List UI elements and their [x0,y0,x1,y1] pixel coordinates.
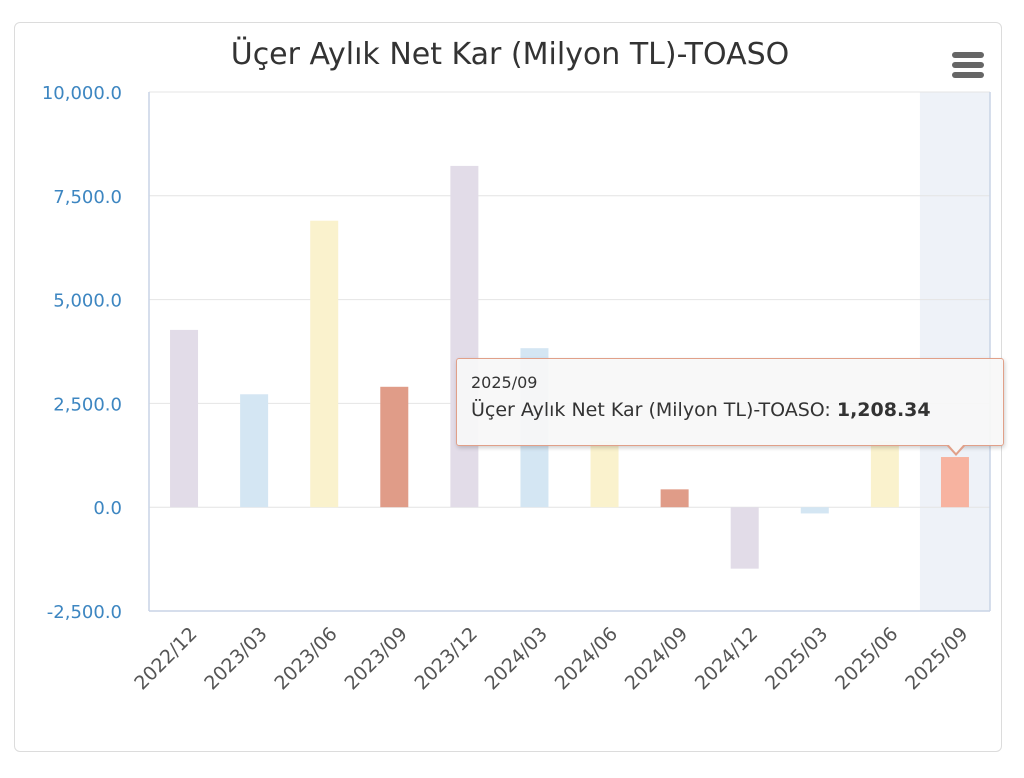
y-tick-label: 5,000.0 [53,291,122,312]
bar-2023/09 [380,386,409,508]
bar-2023/03 [240,394,269,508]
x-tick-label: 2023/12 [411,623,482,694]
x-tick-label: 2024/09 [621,623,692,694]
bar-2023/12 [450,165,479,508]
x-tick-label: 2022/12 [130,623,201,694]
tooltip-series-label: Üçer Aylık Net Kar (Milyon TL)-TOASO: [471,399,837,421]
bar-2025/06 [870,440,899,508]
tooltip-value: 1,208.34 [836,399,931,421]
y-tick-label: 10,000.0 [42,83,122,104]
y-tick-label: 2,500.0 [53,394,122,415]
tooltip-category: 2025/09 [471,373,538,392]
x-tick-label: 2023/06 [270,623,341,694]
bar-2022/12 [170,329,199,508]
x-tick-label: 2025/09 [901,623,972,694]
hamburger-menu-icon[interactable] [952,52,984,78]
x-tick-label: 2024/12 [691,623,762,694]
bar-2025/03 [800,507,829,514]
chart-title: Üçer Aylık Net Kar (Milyon TL)-TOASO [231,36,790,72]
x-tick-label: 2023/09 [340,623,411,694]
bar-2024/09 [660,489,689,508]
y-tick-label: 0.0 [93,498,122,519]
highlight-band [919,92,990,611]
y-tick-label: -2,500.0 [47,602,122,623]
bar-2023/06 [310,220,339,508]
bar-2024/06 [590,440,619,508]
x-tick-label: 2025/03 [761,623,832,694]
bar-2025/09 [940,457,969,508]
x-tick-label: 2024/03 [481,623,552,694]
tooltip-arrow-inner [948,444,964,453]
bar-2024/12 [730,507,759,569]
tooltip: 2025/09 Üçer Aylık Net Kar (Milyon TL)-T… [456,358,1004,446]
x-tick-label: 2023/03 [200,623,271,694]
x-tick-label: 2024/06 [551,623,622,694]
x-tick-label: 2025/06 [831,623,902,694]
y-tick-label: 7,500.0 [53,187,122,208]
